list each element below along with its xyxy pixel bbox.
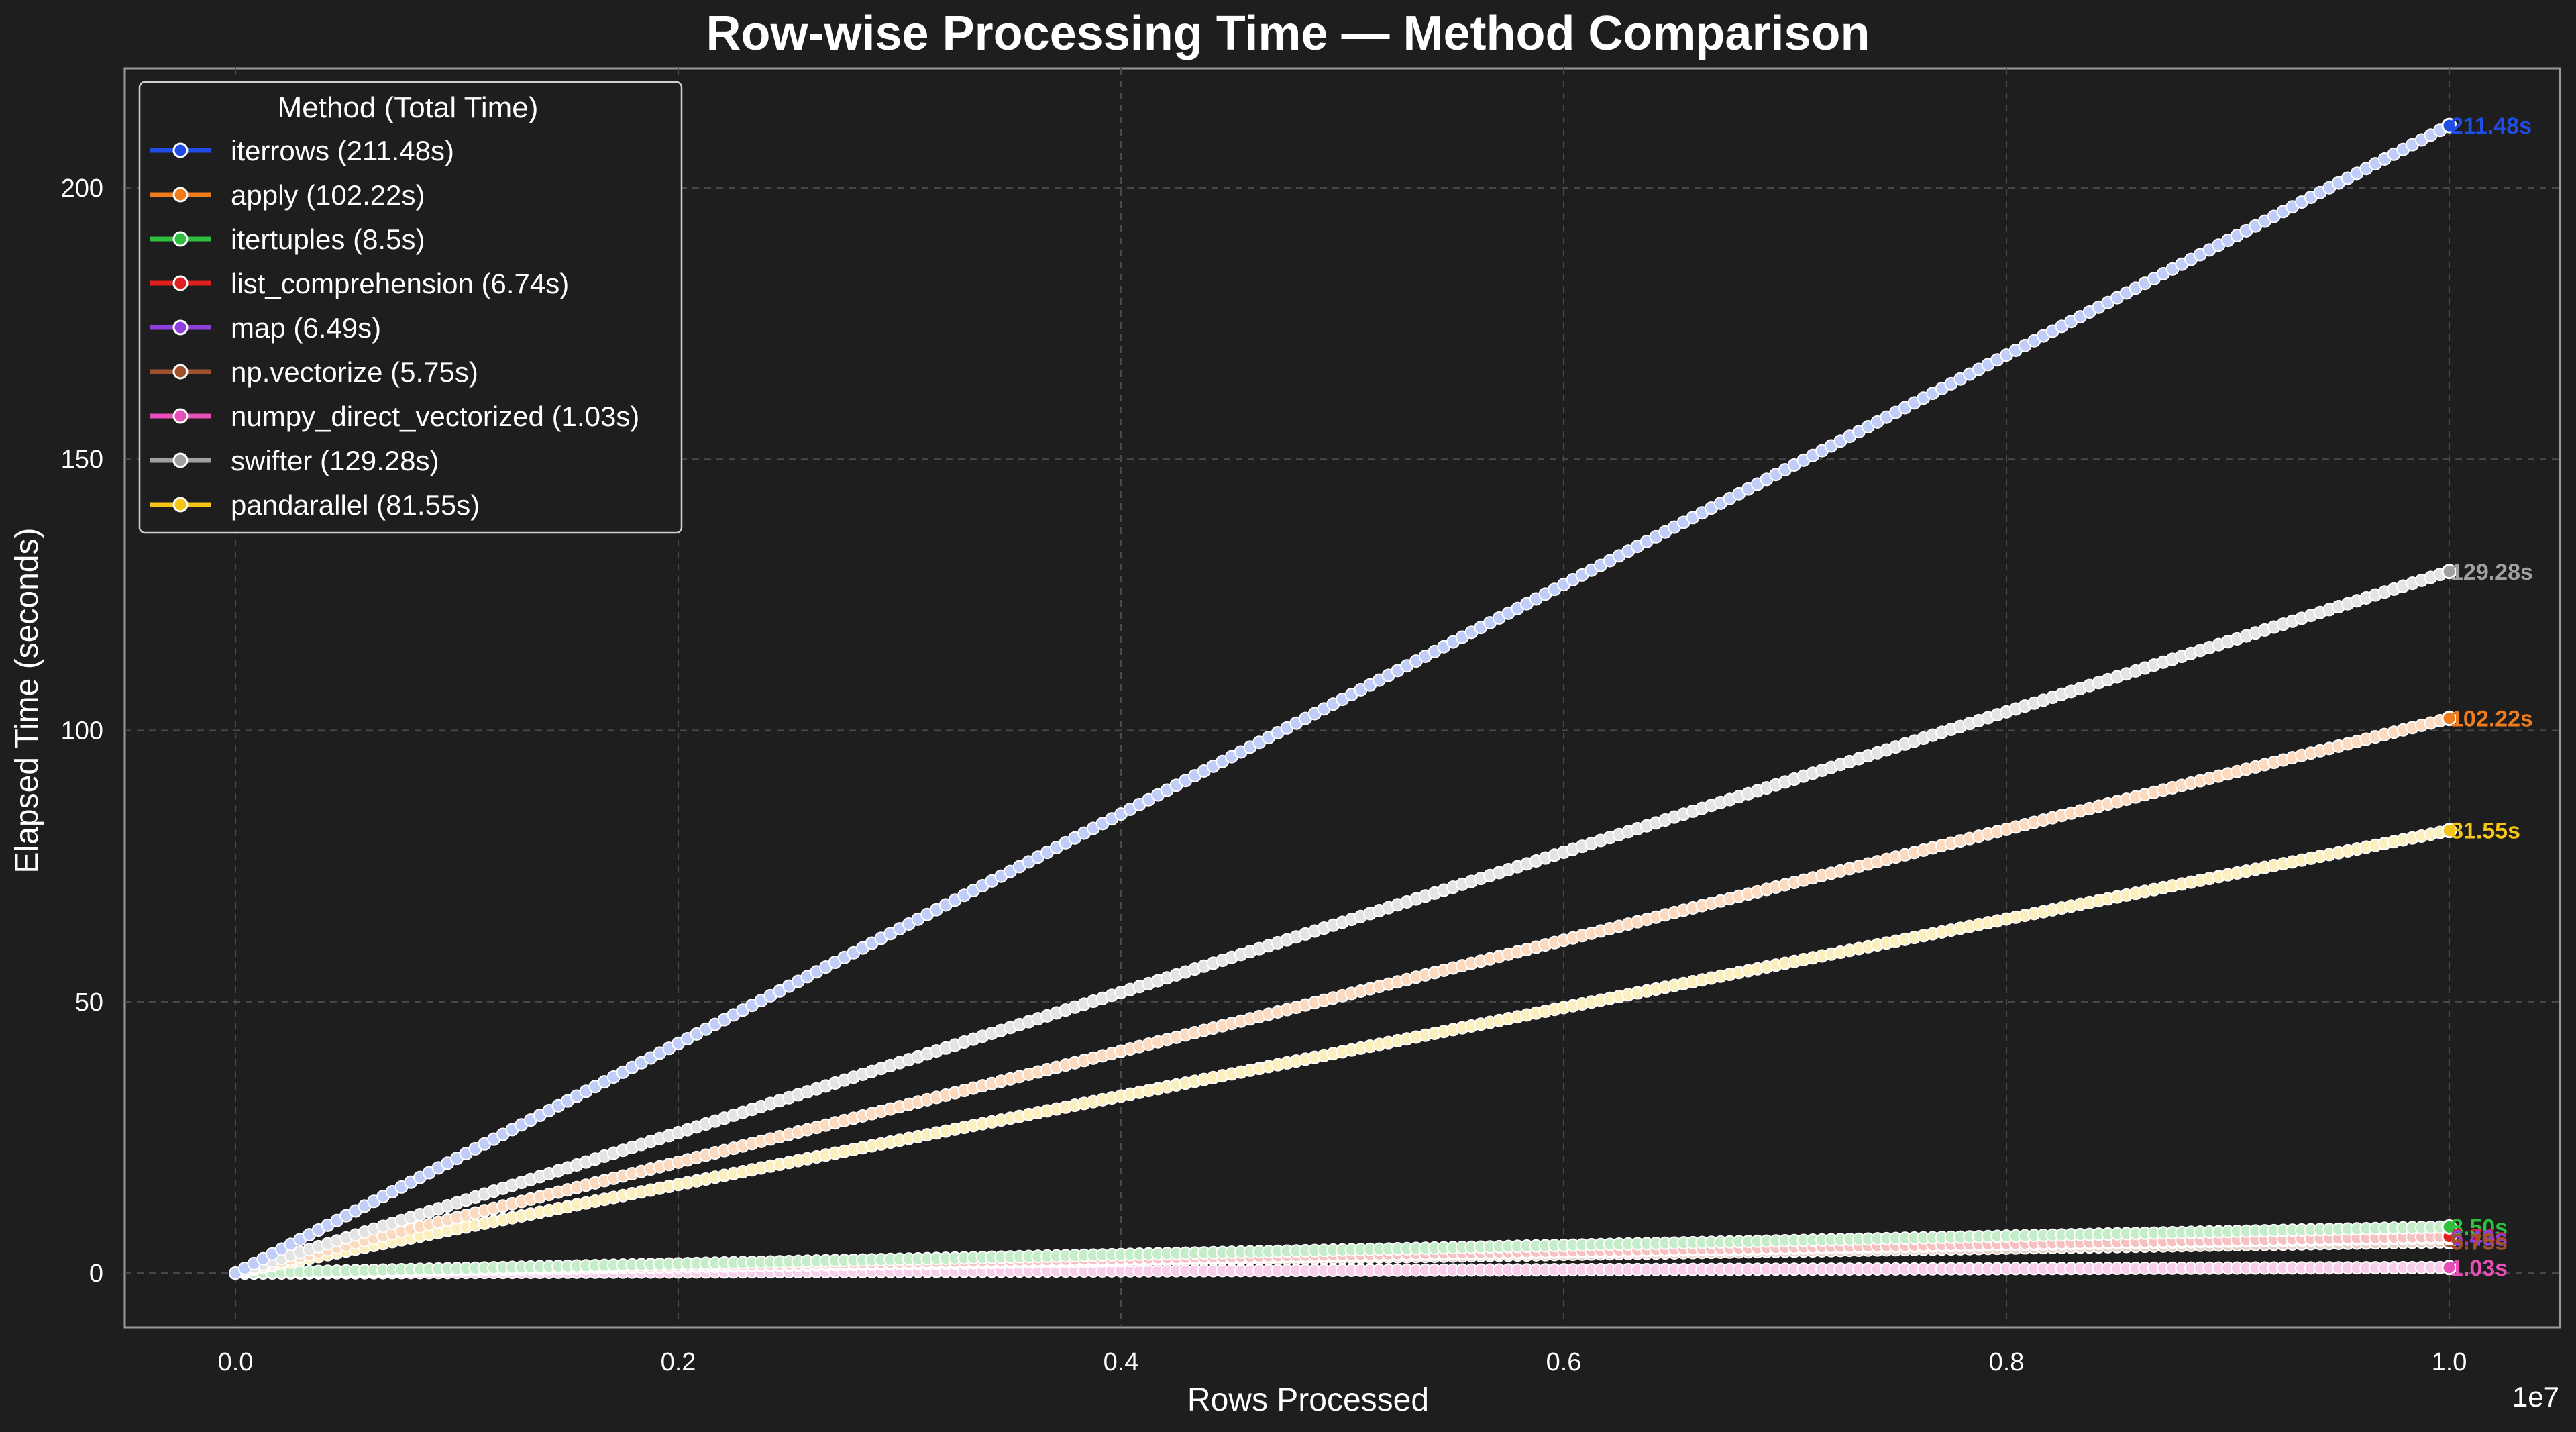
y-tick-label: 200 (61, 174, 103, 203)
end-point (2441, 1260, 2457, 1276)
legend-entry: np.vectorize (5.75s) (150, 356, 478, 388)
x-tick-label: 0.8 (1989, 1348, 2025, 1376)
legend-entry: itertuples (8.5s) (150, 223, 425, 255)
legend-label: iterrows (211.48s) (231, 135, 454, 166)
legend: Method (Total Time) iterrows (211.48s) ap… (138, 81, 683, 534)
x-tick-label: 0.2 (661, 1348, 696, 1376)
end-label: 129.28s (2451, 560, 2533, 585)
series-apply (229, 711, 2457, 1280)
x-tick-label: 0.0 (218, 1348, 254, 1376)
legend-entries: iterrows (211.48s) apply (102.22s) itertup… (150, 135, 639, 521)
legend-label: apply (102.22s) (231, 179, 425, 211)
end-label: 211.48s (2451, 113, 2532, 139)
legend-label: swifter (129.28s) (231, 445, 439, 476)
end-label: 8.50s (2451, 1215, 2508, 1240)
y-tick-label: 150 (61, 446, 103, 474)
legend-swatch-marker (172, 231, 189, 247)
y-axis-label: Elapsed Time (seconds) (9, 528, 45, 874)
legend-swatch-marker (172, 142, 189, 158)
legend-entry: apply (102.22s) (150, 179, 425, 211)
series-pandarallel (229, 823, 2457, 1280)
x-axis-label: Rows Processed (1187, 1382, 1429, 1418)
legend-swatch-marker (172, 275, 189, 291)
end-point (2441, 564, 2457, 580)
y-tick-label: 100 (61, 717, 103, 746)
legend-label: itertuples (8.5s) (231, 223, 425, 255)
end-label: 5.75s (2451, 1230, 2508, 1256)
legend-box (138, 81, 683, 534)
end-label: 1.03s (2451, 1256, 2508, 1281)
legend-label: list_comprehension (6.74s) (231, 268, 569, 299)
y-tick-label: 0 (89, 1260, 103, 1288)
legend-label: numpy_direct_vectorized (1.03s) (231, 401, 639, 432)
axis-ticks: 0.0 0.2 0.4 0.6 0.8 1.0 0 50 100 150 200 (61, 174, 2467, 1376)
legend-entry: numpy_direct_vectorized (1.03s) (150, 401, 639, 432)
end-point (2441, 823, 2457, 839)
legend-swatch-marker (172, 497, 189, 513)
legend-swatch-marker (172, 408, 189, 424)
legend-title: Method (Total Time) (278, 91, 539, 124)
legend-entry: pandarallel (81.55s) (150, 489, 480, 521)
x-axis-offset-text: 1e7 (2512, 1381, 2559, 1413)
end-label: 102.22s (2451, 707, 2533, 732)
y-tick-label: 50 (75, 988, 103, 1017)
legend-swatch-marker (172, 319, 189, 336)
x-tick-label: 0.4 (1104, 1348, 1139, 1376)
legend-entry: list_comprehension (6.74s) (150, 268, 569, 299)
end-point (2441, 711, 2457, 727)
legend-swatch-marker (172, 452, 189, 468)
legend-label: np.vectorize (5.75s) (231, 356, 478, 388)
series-iterrows (229, 117, 2457, 1280)
end-point (2441, 117, 2457, 134)
series-layer (229, 117, 2457, 1280)
legend-label: pandarallel (81.55s) (231, 489, 480, 521)
series-itertuples (229, 1219, 2457, 1280)
legend-swatch-marker (172, 187, 189, 203)
x-tick-label: 1.0 (2432, 1348, 2467, 1376)
legend-entry: map (6.49s) (150, 312, 381, 344)
legend-entry: iterrows (211.48s) (150, 135, 454, 166)
end-point (2441, 1219, 2457, 1235)
legend-swatch-marker (172, 364, 189, 380)
end-label: 6.74s (2451, 1225, 2508, 1250)
x-tick-label: 0.6 (1546, 1348, 1582, 1376)
chart-title: Row-wise Processing Time — Method Compar… (706, 7, 1870, 60)
end-label: 81.55s (2451, 819, 2520, 844)
legend-label: map (6.49s) (231, 312, 381, 344)
legend-entry: swifter (129.28s) (150, 445, 439, 476)
end-label: 6.49s (2451, 1226, 2508, 1251)
